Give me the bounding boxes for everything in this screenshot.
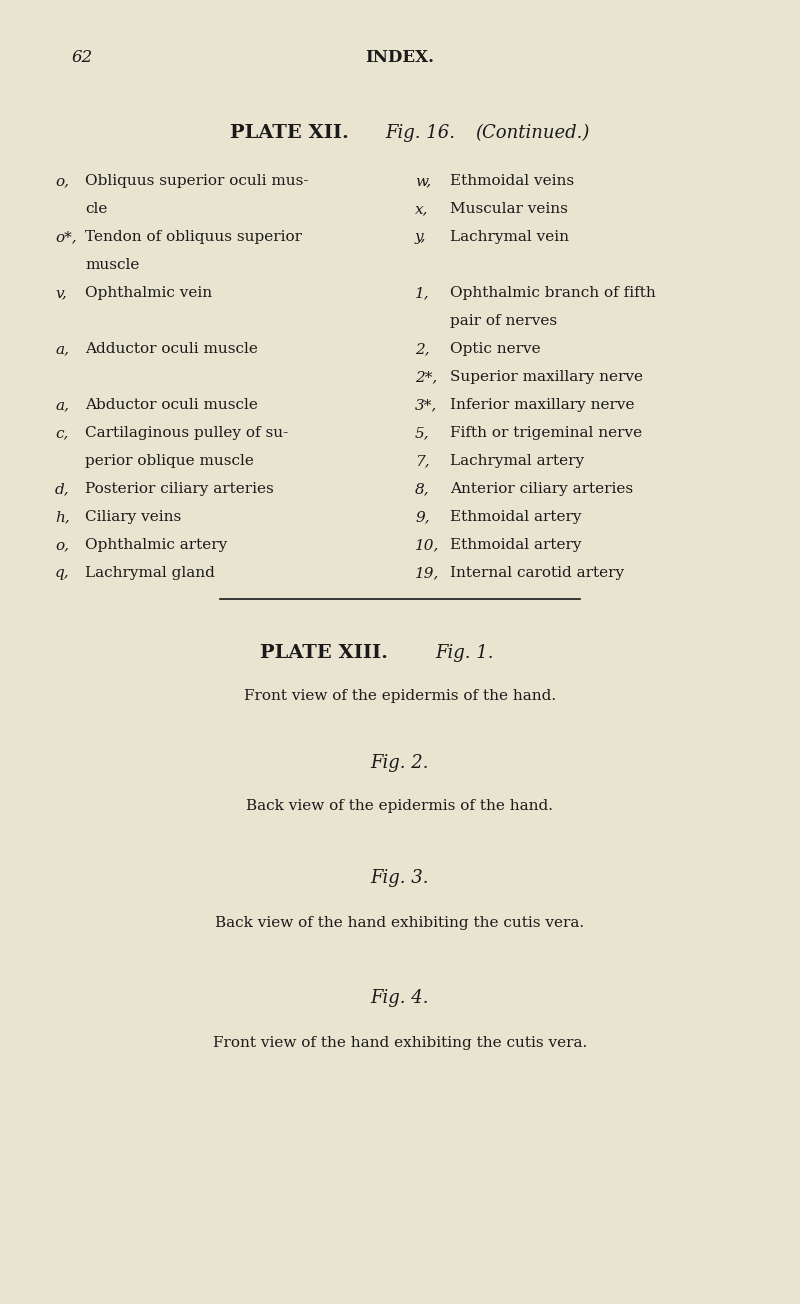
Text: 2*,: 2*, (415, 370, 438, 383)
Text: Ethmoidal veins: Ethmoidal veins (450, 173, 574, 188)
Text: PLATE XII.: PLATE XII. (230, 124, 349, 142)
Text: Ophthalmic vein: Ophthalmic vein (85, 286, 212, 300)
Text: cle: cle (85, 202, 107, 216)
Text: o,: o, (55, 173, 69, 188)
Text: Posterior ciliary arteries: Posterior ciliary arteries (85, 482, 274, 496)
Text: Fig. 4.: Fig. 4. (370, 988, 430, 1007)
Text: Ophthalmic branch of fifth: Ophthalmic branch of fifth (450, 286, 656, 300)
Text: h,: h, (55, 510, 70, 524)
Text: Superior maxillary nerve: Superior maxillary nerve (450, 370, 643, 383)
Text: Optic nerve: Optic nerve (450, 342, 541, 356)
Text: 3*,: 3*, (415, 398, 438, 412)
Text: y,: y, (415, 230, 426, 244)
Text: (Continued.): (Continued.) (475, 124, 590, 142)
Text: pair of nerves: pair of nerves (450, 314, 557, 329)
Text: 10,: 10, (415, 539, 439, 552)
Text: Cartilaginous pulley of su-: Cartilaginous pulley of su- (85, 426, 288, 439)
Text: Inferior maxillary nerve: Inferior maxillary nerve (450, 398, 634, 412)
Text: 5,: 5, (415, 426, 430, 439)
Text: muscle: muscle (85, 258, 139, 273)
Text: Front view of the epidermis of the hand.: Front view of the epidermis of the hand. (244, 689, 556, 703)
Text: Fifth or trigeminal nerve: Fifth or trigeminal nerve (450, 426, 642, 439)
Text: 8,: 8, (415, 482, 430, 496)
Text: w,: w, (415, 173, 431, 188)
Text: Lachrymal artery: Lachrymal artery (450, 454, 584, 468)
Text: 62: 62 (72, 50, 94, 67)
Text: Ciliary veins: Ciliary veins (85, 510, 182, 524)
Text: Ophthalmic artery: Ophthalmic artery (85, 539, 227, 552)
Text: Adductor oculi muscle: Adductor oculi muscle (85, 342, 258, 356)
Text: Abductor oculi muscle: Abductor oculi muscle (85, 398, 258, 412)
Text: Fig. 1.: Fig. 1. (435, 644, 494, 662)
Text: d,: d, (55, 482, 70, 496)
Text: Back view of the epidermis of the hand.: Back view of the epidermis of the hand. (246, 799, 554, 812)
Text: Fig. 3.: Fig. 3. (370, 868, 430, 887)
Text: 7,: 7, (415, 454, 430, 468)
Text: 19,: 19, (415, 566, 439, 580)
Text: a,: a, (55, 342, 69, 356)
Text: 2,: 2, (415, 342, 430, 356)
Text: x,: x, (415, 202, 429, 216)
Text: Fig. 2.: Fig. 2. (370, 754, 430, 772)
Text: Ethmoidal artery: Ethmoidal artery (450, 510, 582, 524)
Text: Obliquus superior oculi mus-: Obliquus superior oculi mus- (85, 173, 309, 188)
Text: INDEX.: INDEX. (366, 50, 434, 67)
Text: Anterior ciliary arteries: Anterior ciliary arteries (450, 482, 633, 496)
Text: Back view of the hand exhibiting the cutis vera.: Back view of the hand exhibiting the cut… (215, 915, 585, 930)
Text: PLATE XIII.: PLATE XIII. (260, 644, 388, 662)
Text: 1,: 1, (415, 286, 430, 300)
Text: Tendon of obliquus superior: Tendon of obliquus superior (85, 230, 302, 244)
Text: a,: a, (55, 398, 69, 412)
Text: o,: o, (55, 539, 69, 552)
Text: o*,: o*, (55, 230, 77, 244)
Text: Front view of the hand exhibiting the cutis vera.: Front view of the hand exhibiting the cu… (213, 1035, 587, 1050)
Text: perior oblique muscle: perior oblique muscle (85, 454, 254, 468)
Text: Ethmoidal artery: Ethmoidal artery (450, 539, 582, 552)
Text: Lachrymal gland: Lachrymal gland (85, 566, 215, 580)
Text: Lachrymal vein: Lachrymal vein (450, 230, 569, 244)
Text: q,: q, (55, 566, 70, 580)
Text: 9,: 9, (415, 510, 430, 524)
Text: c,: c, (55, 426, 68, 439)
Text: v,: v, (55, 286, 66, 300)
Text: Fig. 16.: Fig. 16. (385, 124, 455, 142)
Text: Internal carotid artery: Internal carotid artery (450, 566, 624, 580)
Text: Muscular veins: Muscular veins (450, 202, 568, 216)
